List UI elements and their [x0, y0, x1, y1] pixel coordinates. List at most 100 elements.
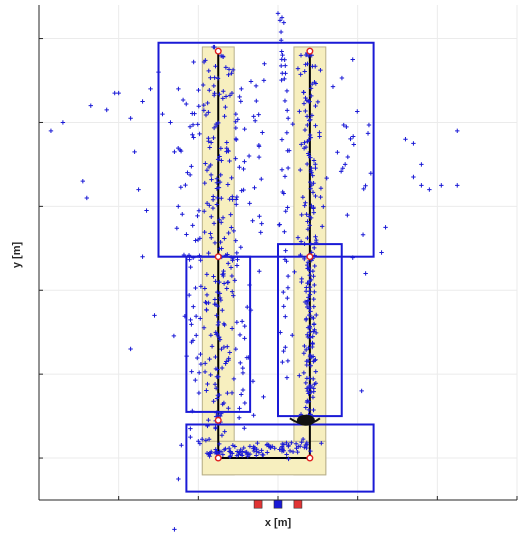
scatter-point	[279, 167, 285, 172]
scatter-point	[255, 440, 260, 446]
scatter-point	[229, 390, 235, 396]
scatter-point	[208, 75, 213, 81]
scatter-point	[308, 448, 313, 454]
scatter-point	[221, 281, 227, 286]
scatter-point	[308, 155, 313, 160]
scatter-point	[174, 226, 180, 231]
scatter-point	[311, 296, 316, 302]
scatter-point	[216, 335, 222, 340]
scatter-point	[301, 370, 307, 376]
scatter-point	[297, 444, 303, 449]
scatter-point	[220, 452, 226, 457]
scatter-point	[279, 49, 284, 54]
scatter-point	[218, 220, 224, 225]
scatter-point	[247, 201, 252, 206]
scatter-point	[302, 127, 308, 133]
region-boxes	[157, 41, 375, 493]
scatter-point	[172, 149, 177, 155]
scatter-point	[132, 149, 137, 155]
scatter-point	[199, 437, 205, 442]
scatter-point	[190, 338, 196, 343]
scatter-point	[310, 190, 316, 195]
scatter-point	[305, 332, 310, 337]
scatter-point	[195, 213, 200, 219]
scatter-point	[302, 140, 307, 145]
scatter-point	[284, 375, 290, 380]
scatter-point	[213, 447, 218, 452]
scatter-point	[308, 385, 313, 390]
scatter-point	[280, 52, 285, 58]
scatter-point	[242, 426, 247, 431]
scatter-point	[311, 322, 317, 327]
scatter-point	[292, 269, 297, 275]
scatter-point	[228, 212, 233, 217]
scatter-point	[234, 449, 240, 454]
scatter-point	[201, 59, 207, 65]
scatter-point	[203, 112, 209, 118]
scatter-point	[305, 298, 311, 303]
scatter-point	[251, 413, 256, 418]
scatter-point	[313, 234, 318, 239]
scatter-point	[204, 168, 210, 173]
scatter-point	[186, 292, 192, 298]
legend-square	[253, 499, 263, 509]
scatter-point	[183, 182, 188, 188]
scatter-point	[206, 110, 211, 115]
scatter-point	[319, 441, 324, 446]
scatter-point	[304, 442, 310, 447]
scatter-point	[197, 441, 203, 446]
scatter-point	[309, 81, 315, 87]
scatter-point	[308, 277, 314, 283]
scatter-point	[299, 142, 304, 147]
scatter-point	[237, 165, 242, 170]
scatter-point	[305, 325, 311, 330]
scatter-point	[60, 120, 66, 125]
scatter-point	[193, 285, 198, 291]
scatter-point	[198, 361, 204, 367]
scatter-point	[303, 317, 309, 323]
scatter-point	[455, 183, 460, 188]
scatter-point	[240, 365, 245, 371]
scatter-point	[254, 447, 259, 452]
scatter-point	[455, 128, 460, 134]
scatter-point	[198, 316, 203, 321]
scatter-point	[215, 157, 221, 162]
scatter-point	[215, 322, 221, 328]
scatter-point	[297, 373, 302, 378]
scatter-point	[236, 415, 242, 420]
scatter-point	[213, 425, 218, 430]
scatter-point	[335, 150, 340, 155]
scatter-point	[280, 359, 285, 365]
scatter-point	[305, 398, 310, 403]
scatter-point	[306, 151, 311, 156]
scatter-point	[208, 372, 213, 378]
scatter-point	[301, 351, 307, 356]
scatter-point	[411, 174, 416, 180]
scatter-point	[313, 64, 318, 69]
scatter-point	[379, 250, 384, 255]
scatter-point	[313, 330, 319, 336]
scatter-point	[207, 454, 212, 459]
scatter-point	[251, 448, 257, 454]
scatter-point	[297, 109, 302, 114]
scatter-point	[104, 107, 109, 113]
scatter-point	[193, 377, 198, 383]
scatter-point	[350, 57, 355, 62]
scatter-point	[224, 140, 229, 145]
axes	[38, 5, 518, 501]
scatter-point	[312, 282, 317, 288]
scatter-point	[227, 350, 232, 355]
scatter-point	[285, 165, 291, 171]
scatter-point	[246, 153, 252, 159]
scatter-point	[204, 388, 209, 393]
scatter-point	[207, 356, 212, 362]
scatter-point	[281, 289, 286, 295]
scatter-point	[305, 122, 310, 128]
scatter-point	[213, 279, 218, 284]
scatter-point	[201, 102, 206, 108]
scatter-point	[187, 124, 193, 130]
scatter-point	[305, 227, 311, 232]
scatter-point	[237, 406, 242, 411]
scatter-point	[230, 289, 235, 294]
scatter-point	[202, 229, 207, 235]
